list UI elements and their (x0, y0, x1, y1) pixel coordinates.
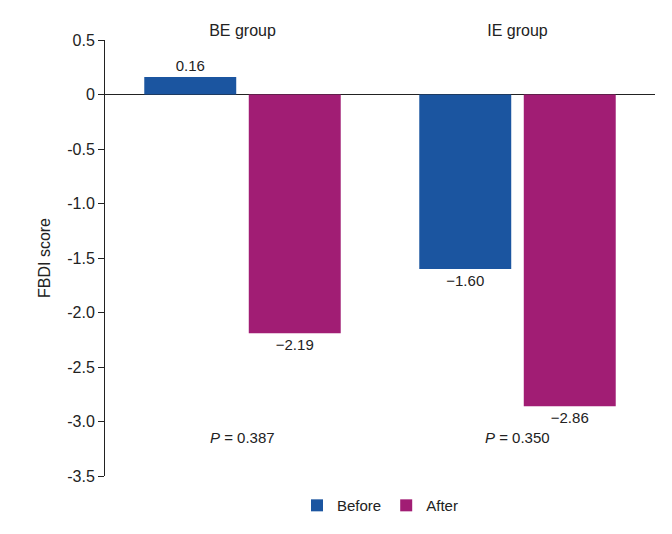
svg-text:Before: Before (337, 497, 381, 514)
svg-text:P = 0.350: P = 0.350 (485, 429, 550, 446)
svg-text:FBDI score: FBDI score (36, 218, 53, 298)
svg-text:IE group: IE group (487, 22, 548, 39)
svg-text:−1.60: −1.60 (446, 272, 484, 289)
svg-text:−2.19: −2.19 (276, 336, 314, 353)
svg-text:-0.5: -0.5 (67, 141, 95, 158)
svg-text:-1.5: -1.5 (67, 250, 95, 267)
svg-text:BE group: BE group (209, 22, 276, 39)
svg-text:−2.86: −2.86 (551, 409, 589, 426)
svg-text:-2.5: -2.5 (67, 359, 95, 376)
svg-text:-2.0: -2.0 (67, 304, 95, 321)
svg-text:After: After (426, 497, 458, 514)
svg-text:0: 0 (86, 86, 95, 103)
svg-text:P = 0.387: P = 0.387 (210, 429, 275, 446)
svg-text:0.5: 0.5 (73, 32, 95, 49)
svg-text:-3.5: -3.5 (67, 468, 95, 485)
svg-text:0.16: 0.16 (176, 57, 205, 74)
svg-text:-3.0: -3.0 (67, 413, 95, 430)
svg-text:-1.0: -1.0 (67, 195, 95, 212)
